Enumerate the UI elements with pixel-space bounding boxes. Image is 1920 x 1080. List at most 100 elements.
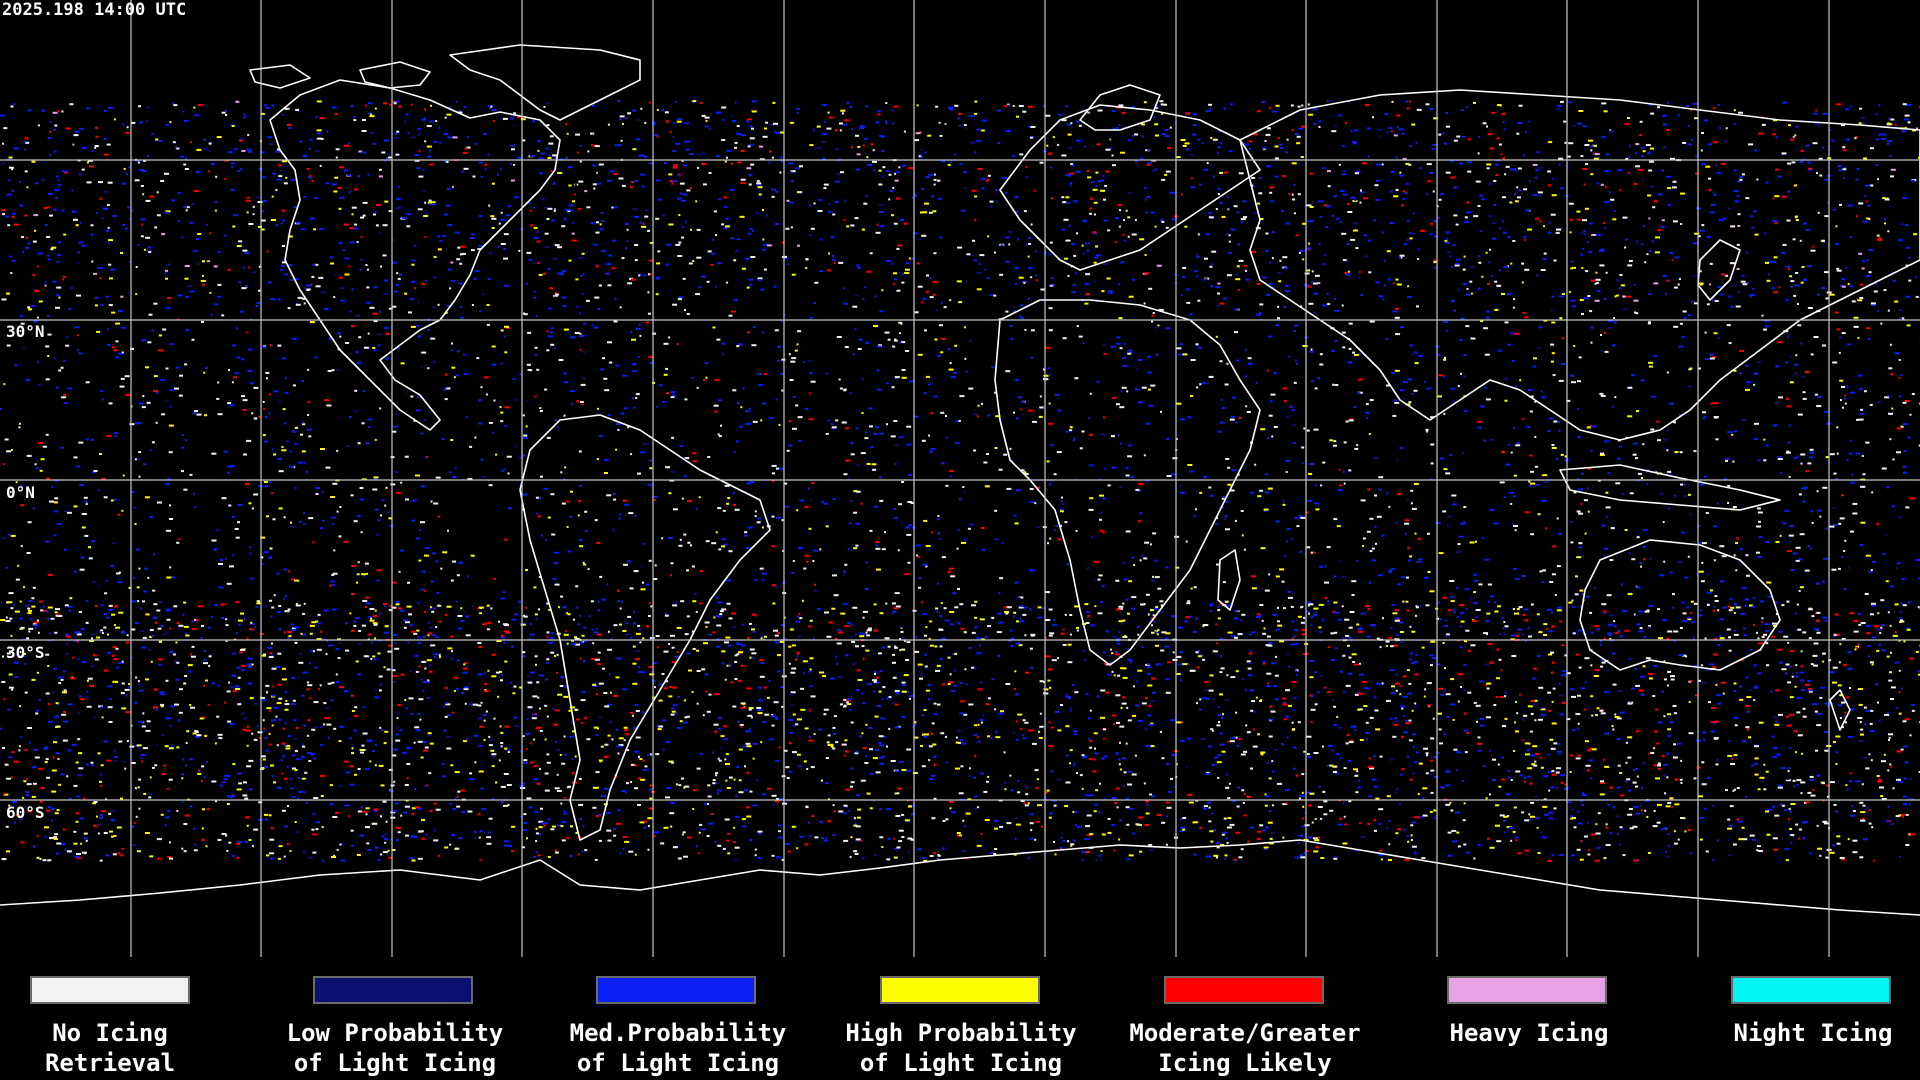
icing-pixel	[1385, 338, 1388, 340]
icing-pixel	[968, 339, 972, 342]
icing-pixel	[86, 161, 89, 164]
icing-pixel	[698, 496, 701, 499]
icing-pixel	[393, 239, 396, 242]
icing-pixel	[1399, 447, 1403, 449]
icing-pixel	[330, 496, 336, 498]
icing-pixel	[422, 189, 426, 192]
icing-pixel	[137, 457, 140, 460]
icing-pixel	[1583, 499, 1588, 502]
icing-pixel	[1426, 193, 1429, 196]
icing-pixel	[1324, 564, 1327, 567]
icing-pixel	[1756, 525, 1762, 528]
icing-pixel	[969, 141, 975, 144]
icing-pixel	[795, 620, 800, 623]
icing-pixel	[253, 386, 259, 389]
icing-pixel	[1137, 489, 1142, 492]
icing-pixel	[653, 134, 658, 137]
icing-pixel	[74, 326, 80, 329]
icing-pixel	[843, 389, 847, 392]
icing-pixel	[1695, 154, 1699, 157]
icing-pixel	[1460, 317, 1465, 320]
icing-pixel	[1212, 138, 1218, 141]
icing-pixel	[621, 184, 626, 187]
icing-pixel	[1262, 276, 1267, 279]
icing-pixel	[624, 503, 630, 506]
icing-pixel	[448, 471, 452, 474]
icing-pixel	[1423, 576, 1427, 579]
icing-pixel	[1532, 163, 1538, 166]
icing-pixel	[486, 304, 490, 306]
icing-pixel	[808, 487, 810, 490]
icing-pixel	[1849, 439, 1852, 442]
icing-pixel	[1530, 395, 1534, 398]
icing-pixel	[1844, 394, 1847, 397]
icing-pixel	[1022, 110, 1027, 113]
icing-pixel	[1888, 205, 1891, 208]
icing-pixel	[1469, 597, 1474, 600]
icing-pixel	[669, 130, 672, 133]
icing-pixel	[1707, 573, 1710, 576]
icing-pixel	[500, 168, 503, 171]
icing-pixel	[1586, 487, 1589, 490]
icing-pixel	[1432, 190, 1435, 193]
icing-pixel	[712, 238, 715, 241]
icing-pixel	[1910, 497, 1916, 500]
icing-pixel	[1122, 619, 1126, 622]
icing-pixel	[405, 390, 408, 393]
icing-pixel	[26, 236, 28, 239]
icing-pixel	[185, 439, 187, 442]
icing-pixel	[510, 179, 515, 182]
icing-pixel	[445, 386, 448, 389]
icing-pixel	[925, 290, 929, 293]
icing-pixel	[912, 232, 918, 235]
icing-pixel	[1390, 130, 1393, 133]
icing-pixel	[1673, 325, 1679, 328]
icing-pixel	[1657, 439, 1661, 442]
icing-pixel	[333, 273, 336, 276]
icing-pixel	[478, 399, 482, 402]
icing-pixel	[1462, 268, 1466, 271]
icing-pixel	[546, 349, 550, 352]
icing-pixel	[1067, 133, 1072, 136]
icing-pixel	[1319, 565, 1324, 568]
icing-pixel	[1499, 269, 1502, 272]
icing-pixel	[71, 210, 77, 213]
icing-pixel	[252, 213, 255, 216]
icing-pixel	[1230, 228, 1236, 231]
icing-pixel	[514, 196, 520, 199]
icing-pixel	[736, 345, 740, 348]
icing-pixel	[827, 203, 831, 206]
icing-pixel	[958, 498, 962, 501]
icing-pixel	[1283, 267, 1287, 270]
icing-pixel	[1321, 304, 1327, 307]
icing-pixel	[1257, 202, 1261, 205]
icing-pixel	[1149, 543, 1152, 546]
icing-pixel	[181, 446, 185, 449]
icing-pixel	[430, 500, 433, 503]
icing-pixel	[780, 320, 785, 323]
icing-pixel	[634, 514, 637, 517]
icing-pixel	[1278, 280, 1282, 283]
icing-pixel	[241, 395, 245, 398]
icing-pixel	[732, 389, 737, 392]
icing-pixel	[1437, 353, 1441, 356]
icing-pixel	[285, 595, 287, 597]
icing-pixel	[1653, 354, 1658, 357]
icing-pixel	[1464, 588, 1470, 591]
icing-pixel	[1146, 196, 1151, 198]
icing-pixel	[344, 144, 350, 147]
icing-pixel	[483, 376, 489, 379]
icing-pixel	[979, 254, 985, 257]
icing-pixel	[1619, 445, 1623, 448]
icing-pixel	[875, 121, 880, 124]
icing-pixel	[396, 130, 400, 133]
icing-pixel	[1901, 578, 1905, 581]
icing-pixel	[612, 206, 618, 209]
icing-pixel	[1199, 491, 1203, 494]
icing-pixel	[1887, 140, 1893, 143]
icing-pixel	[362, 599, 368, 602]
icing-pixel	[875, 544, 879, 547]
icing-pixel	[1574, 593, 1579, 596]
icing-pixel	[1292, 424, 1297, 427]
icing-pixel	[1056, 451, 1062, 454]
